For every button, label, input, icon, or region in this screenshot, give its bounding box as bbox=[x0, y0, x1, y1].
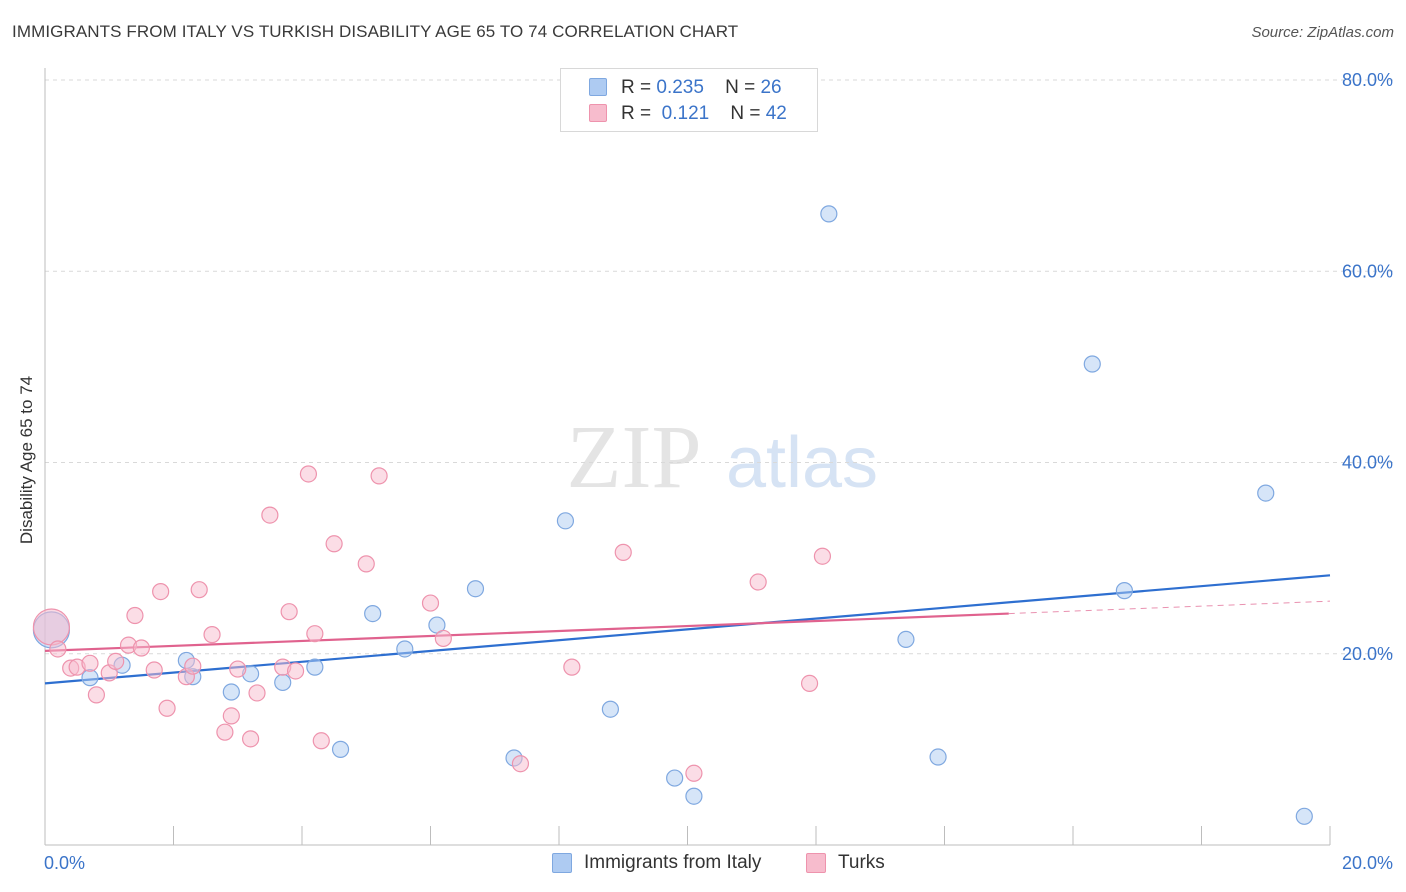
data-point-turks bbox=[749, 573, 767, 591]
legend-text-turks: R = 0.121 N = 42 bbox=[621, 103, 787, 125]
data-point-turks bbox=[280, 603, 298, 621]
data-point-turks bbox=[261, 506, 279, 524]
data-point-turks bbox=[434, 629, 452, 648]
data-point-turks bbox=[306, 625, 324, 643]
y-tick-label: 60.0% bbox=[1342, 261, 1393, 281]
trend-line-extension-turks bbox=[1008, 600, 1331, 615]
source-credit: Source: ZipAtlas.com bbox=[1251, 24, 1394, 41]
data-point-italy bbox=[1115, 582, 1134, 600]
data-point-turks bbox=[216, 723, 234, 741]
trend-line-italy bbox=[44, 574, 1331, 685]
data-point-turks bbox=[685, 764, 703, 782]
data-points bbox=[32, 205, 1313, 825]
data-point-turks bbox=[563, 658, 581, 676]
data-point-italy bbox=[666, 769, 684, 787]
data-point-turks bbox=[248, 684, 266, 702]
data-point-italy bbox=[396, 640, 414, 658]
legend-r-label: R = bbox=[621, 77, 652, 98]
data-point-italy bbox=[556, 512, 575, 530]
data-point-turks bbox=[357, 555, 375, 573]
data-point-turks bbox=[229, 660, 247, 678]
data-point-italy bbox=[306, 658, 324, 676]
data-point-italy bbox=[222, 683, 240, 701]
data-point-turks bbox=[158, 699, 176, 717]
tick-labels: 20.0% 40.0% 60.0% 80.0% 0.0% 20.0% bbox=[44, 70, 1393, 873]
y-axis-title-wrap: Disability Age 65 to 74 bbox=[4, 280, 50, 640]
legend-swatch-turks bbox=[589, 104, 607, 122]
data-point-italy bbox=[331, 740, 350, 758]
data-point-turks bbox=[190, 581, 208, 599]
data-point-italy bbox=[466, 580, 485, 598]
data-point-italy bbox=[1295, 807, 1313, 825]
data-point-italy bbox=[1257, 484, 1275, 502]
x-tick-label: 20.0% bbox=[1342, 853, 1393, 873]
data-point-turks bbox=[107, 652, 125, 671]
watermark: ZIP atlas bbox=[567, 408, 879, 507]
data-point-turks bbox=[87, 686, 106, 704]
data-point-turks bbox=[299, 465, 318, 483]
watermark-zip: ZIP bbox=[567, 408, 702, 507]
data-point-italy bbox=[81, 669, 99, 687]
data-point-turks bbox=[81, 654, 99, 672]
legend-n-label: N = bbox=[725, 77, 756, 98]
data-point-turks bbox=[614, 543, 632, 561]
data-point-turks bbox=[370, 467, 388, 485]
data-point-turks bbox=[286, 662, 305, 680]
data-point-turks bbox=[511, 755, 530, 773]
correlation-legend: R = 0.235 N = 26 R = 0.121 N = 42 bbox=[560, 68, 818, 132]
y-tick-label: 20.0% bbox=[1342, 644, 1393, 664]
data-point-italy bbox=[897, 630, 915, 649]
data-point-turks bbox=[184, 657, 202, 675]
legend-n-value-italy: 26 bbox=[760, 77, 782, 98]
legend-r-value-turks: 0.121 bbox=[661, 103, 710, 124]
data-point-italy bbox=[274, 673, 292, 692]
data-point-turks bbox=[203, 626, 221, 644]
series-swatch-italy bbox=[552, 853, 572, 873]
legend-n-label: N = bbox=[730, 103, 761, 124]
legend-r-value-italy: 0.235 bbox=[656, 77, 704, 98]
gridlines bbox=[45, 79, 1395, 655]
data-point-turks bbox=[145, 661, 163, 679]
trend-lines bbox=[44, 574, 1331, 685]
data-point-turks bbox=[312, 732, 330, 750]
y-tick-label: 80.0% bbox=[1342, 70, 1393, 90]
data-point-italy bbox=[364, 604, 382, 623]
legend-swatch-italy bbox=[589, 78, 607, 96]
legend-r-label: R = bbox=[621, 103, 652, 124]
data-point-turks bbox=[222, 707, 240, 725]
x-tick-label: 0.0% bbox=[44, 853, 85, 873]
data-point-turks bbox=[126, 606, 144, 625]
legend-n-value-turks: 42 bbox=[765, 103, 787, 124]
data-point-turks bbox=[325, 535, 343, 553]
data-point-turks bbox=[49, 640, 67, 658]
data-point-italy bbox=[820, 205, 838, 223]
data-point-turks bbox=[132, 639, 150, 657]
data-point-turks bbox=[421, 594, 440, 612]
series-label-turks: Turks bbox=[838, 852, 885, 873]
data-point-turks bbox=[813, 547, 832, 565]
data-point-italy bbox=[929, 748, 947, 766]
data-point-italy bbox=[1083, 355, 1101, 373]
series-label-italy: Immigrants from Italy bbox=[584, 852, 762, 873]
data-point-italy bbox=[685, 787, 703, 805]
chart-title: IMMIGRANTS FROM ITALY VS TURKISH DISABIL… bbox=[12, 22, 739, 41]
data-point-turks bbox=[242, 730, 260, 748]
series-swatch-turks bbox=[806, 853, 826, 873]
y-axis-title: Disability Age 65 to 74 bbox=[17, 375, 36, 545]
data-point-turks bbox=[800, 674, 819, 692]
y-tick-label: 40.0% bbox=[1342, 453, 1393, 473]
data-point-italy bbox=[601, 700, 620, 718]
legend-text-italy: R = 0.235 N = 26 bbox=[621, 77, 782, 99]
data-point-turks bbox=[152, 582, 170, 601]
axes bbox=[44, 68, 1331, 846]
trend-line-turks bbox=[44, 612, 1009, 652]
